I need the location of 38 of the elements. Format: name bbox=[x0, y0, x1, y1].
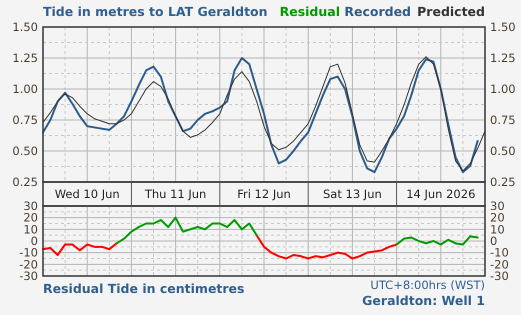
y-tick-label: -30 bbox=[19, 269, 38, 284]
x-axis-title: Residual Tide in centimetres bbox=[43, 281, 244, 296]
y-tick-label: 0 bbox=[30, 234, 38, 248]
text: Predicted bbox=[417, 4, 485, 19]
x-tick-label: Wed 10 Jun bbox=[54, 187, 120, 202]
y-tick-label: 0.25 bbox=[12, 175, 38, 190]
y2-tick-label: -30 bbox=[490, 269, 509, 284]
text: Residual bbox=[280, 4, 340, 19]
x-tick-label: Sat 13 Jun bbox=[323, 187, 382, 202]
chart-title: Tide in metres to LAT Geraldton bbox=[43, 4, 268, 19]
text: Geraldton: Well 1 bbox=[362, 293, 485, 308]
y2-tick-label: 1.50 bbox=[490, 20, 516, 34]
x-tick-label: Fri 12 Jun bbox=[237, 187, 291, 202]
y-tick-label: 30 bbox=[23, 199, 38, 214]
y2-tick-label: -20 bbox=[490, 257, 509, 272]
y2-tick-label: -10 bbox=[490, 246, 509, 260]
y2-tick-label: 0 bbox=[490, 234, 498, 248]
y-tick-label: 1.50 bbox=[12, 20, 38, 34]
y2-tick-label: 0.50 bbox=[490, 144, 516, 158]
text: Recorded bbox=[344, 4, 411, 19]
y-tick-label: 1.00 bbox=[12, 82, 38, 96]
y2-tick-label: 20 bbox=[490, 210, 505, 225]
y2-tick-label: 10 bbox=[490, 222, 505, 236]
y2-tick-label: 30 bbox=[490, 199, 505, 214]
y-tick-label: 10 bbox=[23, 222, 38, 236]
y2-tick-label: 1.25 bbox=[490, 51, 516, 66]
x-tick-label: 14 Jun 2026 bbox=[406, 187, 476, 202]
y2-tick-label: 0.75 bbox=[490, 113, 516, 128]
x-tick-label: Thu 11 Jun bbox=[144, 187, 206, 202]
y2-tick-label: 1.00 bbox=[490, 82, 516, 96]
y2-tick-label: 0.25 bbox=[490, 175, 516, 190]
y-tick-label: -20 bbox=[19, 257, 38, 272]
y-tick-label: 0.50 bbox=[12, 144, 38, 158]
y-tick-label: -10 bbox=[19, 246, 38, 260]
text: UTC+8:00hrs (WST) bbox=[370, 278, 485, 292]
y-tick-label: 0.75 bbox=[12, 113, 38, 128]
y-tick-label: 1.25 bbox=[12, 51, 38, 66]
y-tick-label: 20 bbox=[23, 210, 38, 225]
